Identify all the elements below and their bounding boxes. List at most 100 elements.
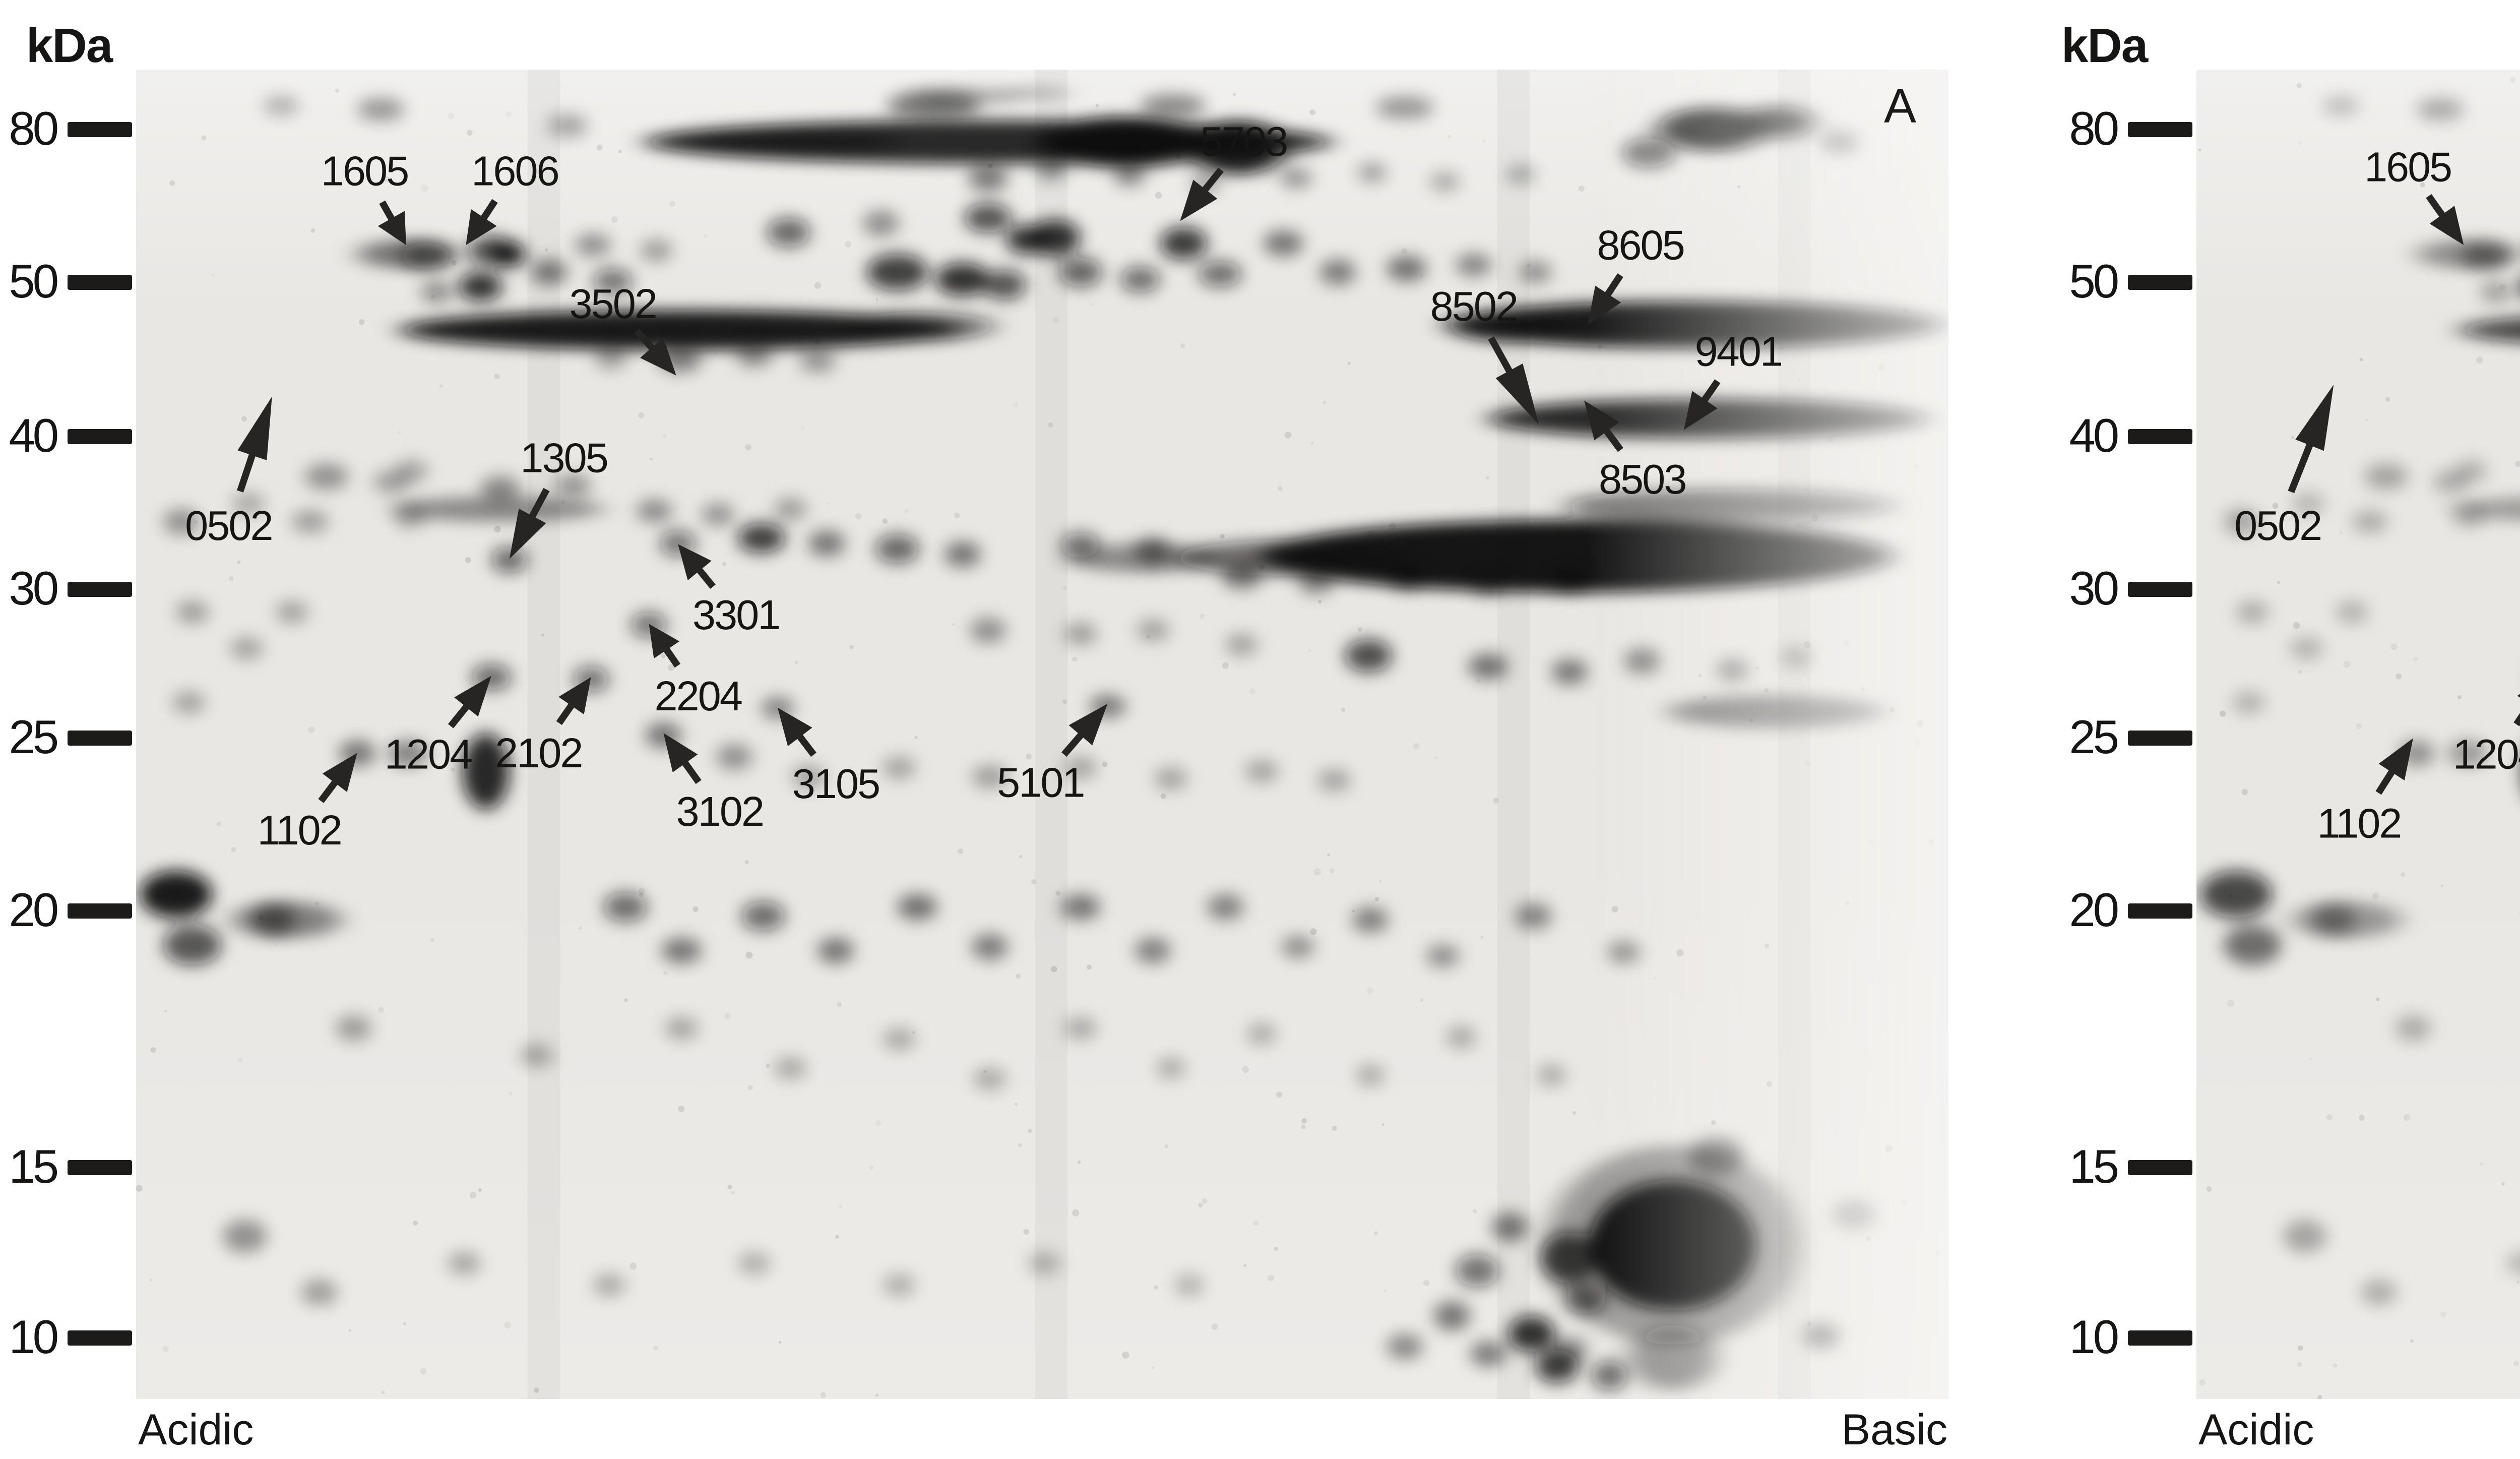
- gel-panel-a: kDa 80 50 40 30 25 20 15 10 1605 1606 5703 8605 350…: [0, 19, 1948, 1454]
- spot-annotation-8502: 8502: [1430, 283, 1539, 424]
- mw-tick-label: 50: [2069, 254, 2119, 308]
- y-axis-a: 80 50 40 30 25 20 15 10: [0, 70, 136, 1399]
- gel-spots-b: 1605160657038605350285029401050213058503…: [2196, 70, 2520, 1400]
- mw-tick-mark: [2128, 121, 2192, 137]
- gel-svg-B: 1605160657038605350285029401050213058503…: [2196, 70, 2520, 1400]
- gel-image-b: 1605160657038605350285029401050213058503…: [2196, 70, 2520, 1454]
- annotation-arrow-head-icon: [777, 707, 812, 747]
- annotation-arrow-head-icon: [558, 677, 591, 715]
- spot-annotation-1606: 1606: [466, 147, 560, 246]
- spot-annotation-2204: 2204: [649, 624, 743, 719]
- annotation-arrow-head-icon: [466, 209, 497, 246]
- mw-tick-mark: [68, 274, 132, 290]
- spot-annotations: 1605 1606 5703 8605 3502 8502 9401 0502 1305 8503…: [185, 118, 1783, 854]
- spot-annotation-8605: 8605: [1588, 222, 1685, 325]
- annotation-arrow-head-icon: [649, 624, 680, 659]
- spot-annotation-1204: 1204: [385, 676, 491, 778]
- mw-tick-mark: [2128, 582, 2192, 597]
- spot-annotation-3301: 3301: [678, 544, 781, 638]
- spot-annotation-5101: 5101: [997, 703, 1108, 806]
- spot-number-label: 3105: [792, 760, 879, 807]
- mw-tick-mark: [2128, 1330, 2192, 1346]
- annotation-arrow-head-icon: [1588, 285, 1621, 325]
- annotation-arrow-head-icon: [1495, 363, 1539, 424]
- annotation-arrow-head-icon: [1180, 179, 1218, 221]
- spot-number-label: 1204: [2453, 732, 2520, 778]
- annotation-arrow-head-icon: [1683, 391, 1718, 430]
- annotation-arrow-head-icon: [509, 508, 546, 559]
- spot-annotations: 1605160657038605350285029401050213058503…: [2234, 144, 2520, 847]
- gel-spots-a: 1605 1606 5703 8605 3502 8502 9401 0502 1305 8503…: [136, 68, 1948, 1399]
- y-axis-b: 80 50 40 30 25 20 15 10: [2041, 70, 2196, 1399]
- spot-annotation-9401: 9401: [1683, 328, 1783, 430]
- annotation-arrow-head-icon: [640, 337, 676, 376]
- spot-annotation-2102: 2102: [495, 677, 591, 776]
- mw-tick-label: 40: [2069, 408, 2119, 462]
- spot-annotation-5703: 5703: [1180, 118, 1288, 221]
- spot-number-label: 1606: [471, 147, 558, 194]
- mw-tick-mark: [2128, 429, 2192, 444]
- mw-tick-label: 15: [2069, 1139, 2119, 1193]
- spot-number-label: 2102: [495, 730, 582, 776]
- spot-number-label: 1102: [2317, 801, 2401, 847]
- spot-number-label: 5703: [1200, 118, 1287, 165]
- spot-number-label: 1605: [321, 147, 408, 194]
- mw-tick-mark: [2128, 274, 2192, 290]
- x-axis-acidic-label-b: Acidic: [2198, 1406, 2314, 1454]
- spot-number-label: 2204: [655, 673, 742, 719]
- gel-panel-b: kDa 80 50 40 30 25 20 15 10 1605160657038605350…: [2041, 0, 2520, 1459]
- annotation-arrow-tail: [527, 488, 550, 523]
- spot-number-label: 1305: [520, 435, 607, 481]
- annotation-arrow-head-icon: [2429, 206, 2464, 246]
- mw-tick-label: 80: [9, 101, 59, 155]
- mw-tick-mark: [68, 903, 132, 919]
- spot-annotation-1102: 1102: [257, 753, 357, 854]
- spot-number-label: 1102: [257, 807, 341, 854]
- spot-annotation-1204: 1204: [2453, 694, 2520, 778]
- spot-annotation-0502: 0502: [2234, 384, 2334, 549]
- annotation-arrow-head-icon: [678, 544, 712, 581]
- spot-number-label: 0502: [2234, 503, 2321, 549]
- annotation-arrow-head-icon: [2378, 738, 2413, 780]
- mw-tick-mark: [68, 582, 132, 597]
- annotation-arrow-head-icon: [454, 676, 491, 717]
- annotation-arrow-tail: [236, 449, 258, 493]
- x-axis-basic-label-a: Basic: [1841, 1406, 1947, 1454]
- spot-annotation-1305: 1305: [509, 435, 609, 559]
- spot-number-label: 1204: [385, 731, 472, 778]
- mw-tick-mark: [2128, 903, 2192, 919]
- spot-number-label: 8502: [1430, 283, 1517, 330]
- spot-number-label: 0502: [185, 502, 272, 549]
- mw-tick-label: 80: [2069, 101, 2119, 155]
- y-axis-unit-label: kDa: [2061, 19, 2148, 73]
- mw-tick-mark: [68, 121, 132, 137]
- mw-tick-label: 25: [2069, 710, 2119, 764]
- spot-annotation-1605: 1605: [321, 147, 409, 246]
- spot-number-label: 8605: [1597, 222, 1683, 269]
- mw-tick-mark: [68, 1160, 132, 1176]
- annotation-arrow-head-icon: [2517, 694, 2520, 698]
- spot-number-label: 1605: [2364, 144, 2451, 190]
- spot-annotation-1605: 1605: [2364, 144, 2464, 246]
- mw-tick-label: 40: [9, 408, 59, 462]
- spot-number-label: 5101: [997, 759, 1084, 806]
- spot-number-label: 3102: [676, 788, 763, 835]
- gel-svg-A: 1605 1606 5703 8605 3502 8502 9401 0502 1305 8503…: [136, 68, 1948, 1399]
- mw-tick-mark: [68, 429, 132, 444]
- spot-annotation-0502: 0502: [185, 396, 274, 549]
- gel-right-fade: [2196, 70, 2520, 1399]
- mw-tick-label: 25: [9, 710, 59, 764]
- x-axis-acidic-label-a: Acidic: [138, 1406, 254, 1454]
- mw-tick-mark: [2128, 1160, 2192, 1176]
- spot-number-label: 8503: [1599, 456, 1685, 503]
- annotation-arrow-head-icon: [1068, 703, 1108, 746]
- spot-annotation-1102: 1102: [2317, 738, 2413, 847]
- spot-annotation-3502: 3502: [570, 280, 676, 376]
- y-axis-unit-label: kDa: [26, 19, 113, 73]
- annotation-arrow-tail: [2288, 439, 2315, 494]
- mw-tick-mark: [68, 1330, 132, 1346]
- mw-tick-label: 10: [9, 1310, 59, 1363]
- spot-annotation-8503: 8503: [1584, 400, 1687, 503]
- mw-tick-label: 30: [2069, 561, 2119, 615]
- annotation-arrow-head-icon: [663, 733, 698, 772]
